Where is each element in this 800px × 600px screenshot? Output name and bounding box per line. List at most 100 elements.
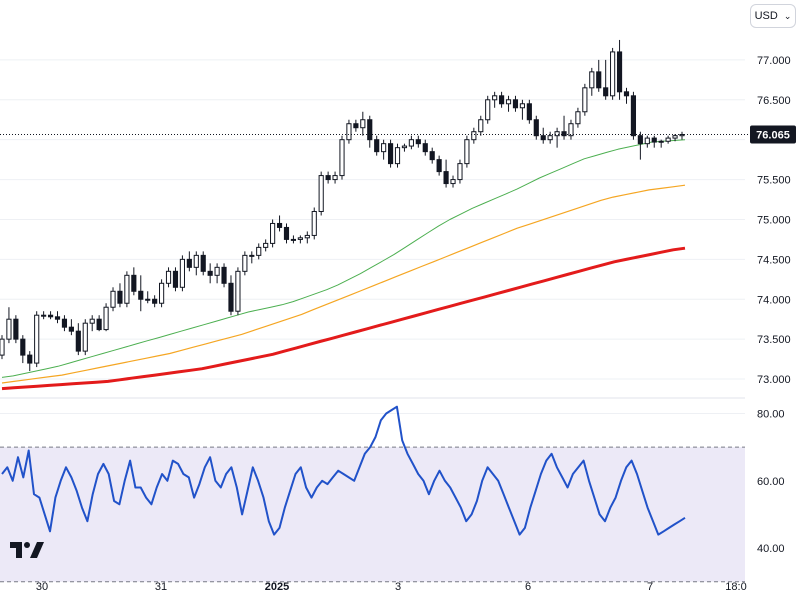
candle-body [41, 314, 47, 317]
candle-body [408, 139, 414, 147]
rsi-tick-label: 40.00 [757, 543, 785, 555]
rsi-tick-label: 60.00 [757, 476, 785, 488]
candle-body [457, 163, 463, 181]
rsi-band [0, 446, 745, 583]
candle-body [665, 137, 671, 142]
candle-body [145, 298, 151, 301]
candle-body [512, 99, 519, 109]
candle-body [75, 330, 81, 352]
candle-body [325, 175, 331, 181]
candle-body [630, 95, 637, 137]
candle-body [13, 318, 19, 340]
last-price-marker: 76.065 [0, 125, 796, 144]
candle-body [360, 119, 366, 129]
rsi-series [1, 405, 686, 536]
candle-body [367, 119, 373, 141]
price-tick-label: 77.000 [757, 55, 791, 67]
candle-body [415, 139, 421, 145]
candle-body [554, 131, 560, 137]
candle-body [499, 95, 505, 105]
candle-body [485, 99, 491, 121]
candle-body [422, 143, 428, 153]
candle-body [131, 274, 137, 292]
candle-body [270, 222, 276, 244]
candle-body [200, 254, 206, 272]
candle-body [6, 318, 12, 340]
candle-body [256, 246, 262, 256]
candle-body [610, 51, 616, 97]
candle-body [436, 159, 442, 173]
candle-body [117, 290, 123, 304]
candle-body [561, 131, 567, 137]
candle-body [526, 103, 532, 121]
moving-averages [1, 139, 686, 391]
candle-body [547, 135, 553, 141]
time-tick-label: 30 [36, 581, 48, 593]
candle-body [540, 135, 546, 141]
candle-body [429, 151, 435, 161]
candle-body [623, 91, 630, 97]
candle-body [318, 175, 324, 212]
moving-average-mid [1, 184, 686, 384]
candle-body [165, 270, 172, 284]
time-axis[interactable]: 30 31 2025 3 6 7 18:0 [36, 581, 747, 593]
candle-body [96, 318, 102, 331]
tradingview-logo-icon [10, 540, 44, 565]
rsi-tick-label: 80.00 [757, 408, 785, 420]
currency-selector[interactable]: USD ⌄ [750, 4, 796, 28]
candle-body [616, 51, 623, 93]
candle-body [401, 145, 408, 149]
candle-body [89, 318, 95, 324]
candle-body [138, 290, 144, 300]
candle-body [290, 238, 297, 241]
time-tick-label: 31 [155, 581, 167, 593]
candle-body [235, 270, 241, 312]
candle-body [381, 143, 387, 153]
candle-body [221, 266, 227, 284]
candle-body [249, 254, 255, 257]
candle-body [374, 139, 380, 153]
time-tick-label: 18:0 [725, 581, 746, 593]
candle-body [61, 318, 68, 328]
candle-body [519, 103, 525, 109]
candle-body [353, 123, 359, 129]
time-tick-label: 2025 [265, 581, 289, 593]
candle-body [582, 87, 588, 113]
candle-body [47, 314, 54, 318]
price-tick-label: 74.500 [757, 254, 791, 266]
candle-body [304, 234, 310, 239]
candle-body [27, 354, 33, 364]
candle-body [651, 137, 657, 143]
candle-body [603, 87, 609, 97]
candle-body [478, 119, 484, 133]
price-tick-label: 75.500 [757, 175, 791, 187]
candle-body [394, 147, 401, 165]
candle-body [110, 290, 116, 308]
candle-body [644, 137, 650, 145]
price-tick-label: 73.000 [757, 374, 791, 386]
candle-body [179, 258, 185, 288]
candle-body [186, 258, 192, 268]
candle-body [242, 254, 248, 272]
candle-body [172, 270, 179, 288]
candle-body [82, 322, 88, 352]
candle-body [339, 139, 345, 177]
price-tick-label: 73.500 [757, 334, 791, 346]
candle-body [54, 316, 61, 320]
candle-body [505, 99, 512, 105]
price-tick-label: 75.000 [757, 214, 791, 226]
candle-body [20, 338, 26, 356]
candle-body [0, 338, 5, 356]
time-tick-label: 3 [395, 581, 401, 593]
candle-body [332, 175, 338, 181]
currency-label: USD [754, 10, 778, 22]
candle-body [443, 171, 449, 185]
last-price-tag [750, 125, 796, 144]
candle-body [346, 123, 352, 141]
candle-body [311, 210, 317, 236]
candle-body [34, 314, 40, 364]
candle-body [228, 282, 234, 312]
candle-body [193, 254, 199, 268]
candle-body [450, 179, 456, 185]
